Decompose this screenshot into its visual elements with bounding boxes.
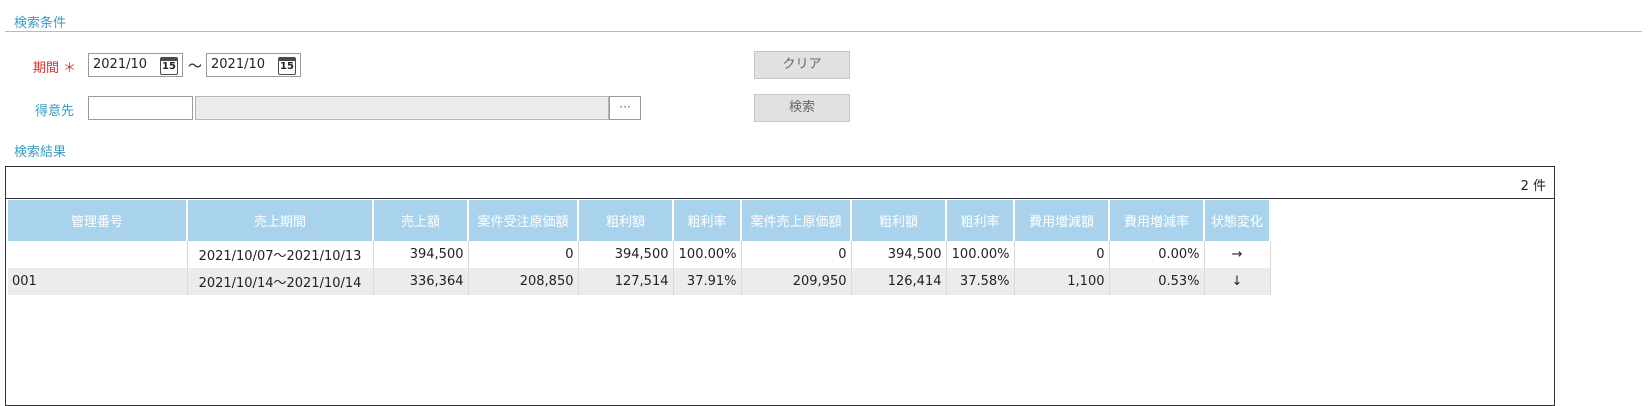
calendar-day: 15 [162, 61, 176, 72]
results-panel: 2 件 管理番号 売上期間 売上額 案件受注原価額 粗利額 粗利率 案件売上原価… [5, 166, 1555, 406]
result-count-divider [6, 198, 1554, 199]
search-conditions-title: 検索条件 [14, 16, 67, 31]
cell-sales-period: 2021/10/07〜2021/10/13 [187, 241, 374, 268]
required-mark: ＊ [63, 61, 77, 76]
search-button[interactable]: 検索 [754, 94, 850, 122]
table-row[interactable]: 001 2021/10/14〜2021/10/14 336,364 208,85… [8, 268, 1271, 295]
column-header[interactable]: 費用増減率 [1109, 200, 1205, 241]
search-conditions-divider [5, 31, 1642, 32]
results-table: 管理番号 売上期間 売上額 案件受注原価額 粗利額 粗利率 案件売上原価額 粗利… [8, 200, 1271, 295]
period-from-value: 2021/10 [93, 57, 148, 72]
column-header[interactable]: 状態変化 [1204, 200, 1271, 241]
period-to-value: 2021/10 [211, 57, 266, 72]
table-header-row: 管理番号 売上期間 売上額 案件受注原価額 粗利額 粗利率 案件売上原価額 粗利… [8, 200, 1271, 241]
column-header[interactable]: 案件受注原価額 [468, 200, 579, 241]
down-arrow-icon: ↓ [1204, 268, 1271, 295]
cell-cost-change-rate: 0.53% [1109, 268, 1205, 295]
cell-sales-amount: 336,364 [373, 268, 469, 295]
cell-order-cost: 0 [468, 241, 579, 268]
right-arrow-icon: → [1204, 241, 1271, 268]
cell-sales-period: 2021/10/14〜2021/10/14 [187, 268, 374, 295]
cell-sales-amount: 394,500 [373, 241, 469, 268]
cell-sales-cost: 209,950 [741, 268, 852, 295]
calendar-icon[interactable]: 15 [160, 57, 178, 75]
customer-label: 得意先 [35, 104, 75, 119]
column-header[interactable]: 売上期間 [187, 200, 374, 241]
cell-order-cost: 208,850 [468, 268, 579, 295]
cell-cost-change: 0 [1014, 241, 1110, 268]
customer-name-field [195, 96, 609, 120]
cell-cost-change: 1,100 [1014, 268, 1110, 295]
customer-code-input[interactable] [88, 96, 193, 120]
cell-sales-cost: 0 [741, 241, 852, 268]
column-header[interactable]: 費用増減額 [1014, 200, 1110, 241]
cell-gross-profit: 394,500 [578, 241, 674, 268]
result-count: 2 件 [1520, 179, 1546, 194]
cell-gross-profit: 127,514 [578, 268, 674, 295]
calendar-day: 15 [280, 61, 294, 72]
period-label: 期間 ＊ [33, 57, 76, 76]
customer-lookup-button[interactable]: ··· [609, 96, 641, 120]
search-results-title: 検索結果 [14, 145, 67, 160]
column-header[interactable]: 粗利額 [578, 200, 674, 241]
column-header[interactable]: 粗利率 [946, 200, 1015, 241]
cell-gross-margin: 100.00% [673, 241, 742, 268]
column-header[interactable]: 粗利率 [673, 200, 742, 241]
column-header[interactable]: 管理番号 [8, 200, 188, 241]
cell-gross-profit-2: 126,414 [851, 268, 947, 295]
table-row[interactable]: 2021/10/07〜2021/10/13 394,500 0 394,500 … [8, 241, 1271, 268]
column-header[interactable]: 売上額 [373, 200, 469, 241]
column-header[interactable]: 粗利額 [851, 200, 947, 241]
cell-management-no [8, 241, 188, 268]
cell-gross-margin-2: 37.58% [946, 268, 1015, 295]
cell-cost-change-rate: 0.00% [1109, 241, 1205, 268]
clear-button[interactable]: クリア [754, 51, 850, 79]
cell-management-no: 001 [8, 268, 188, 295]
cell-gross-profit-2: 394,500 [851, 241, 947, 268]
period-separator: 〜 [188, 59, 202, 75]
cell-gross-margin: 37.91% [673, 268, 742, 295]
calendar-icon[interactable]: 15 [278, 57, 296, 75]
period-label-text: 期間 [33, 61, 60, 76]
cell-gross-margin-2: 100.00% [946, 241, 1015, 268]
column-header[interactable]: 案件売上原価額 [741, 200, 852, 241]
